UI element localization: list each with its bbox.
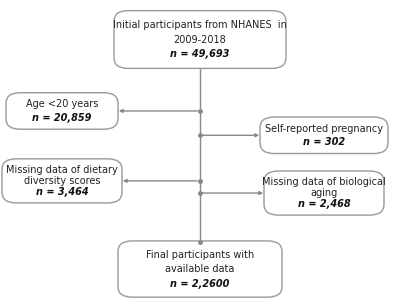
- Text: diversity scores: diversity scores: [24, 176, 100, 186]
- Text: aging: aging: [310, 188, 338, 198]
- Text: n = 49,693: n = 49,693: [170, 50, 230, 60]
- FancyBboxPatch shape: [6, 93, 118, 129]
- Text: n = 3,464: n = 3,464: [36, 187, 88, 197]
- Text: n = 2,2600: n = 2,2600: [170, 278, 230, 288]
- Text: Missing data of biological: Missing data of biological: [262, 177, 386, 187]
- Text: Missing data of dietary: Missing data of dietary: [6, 165, 118, 175]
- Text: n = 20,859: n = 20,859: [32, 112, 92, 123]
- Text: Age <20 years: Age <20 years: [26, 99, 98, 109]
- FancyBboxPatch shape: [114, 11, 286, 68]
- FancyBboxPatch shape: [260, 117, 388, 154]
- Text: Final participants with: Final participants with: [146, 250, 254, 260]
- Text: available data: available data: [165, 264, 235, 274]
- Text: Self-reported pregnancy: Self-reported pregnancy: [265, 124, 383, 134]
- FancyBboxPatch shape: [2, 159, 122, 203]
- FancyBboxPatch shape: [264, 171, 384, 215]
- FancyBboxPatch shape: [118, 241, 282, 297]
- Text: 2009-2018: 2009-2018: [174, 35, 226, 44]
- Text: n = 302: n = 302: [303, 137, 345, 147]
- Text: n = 2,468: n = 2,468: [298, 199, 350, 209]
- Text: Initial participants from NHANES  in: Initial participants from NHANES in: [113, 19, 287, 29]
